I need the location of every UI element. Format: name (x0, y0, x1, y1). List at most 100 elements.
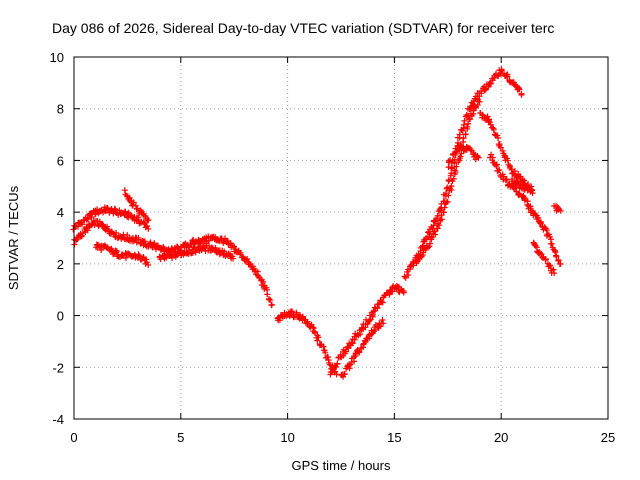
data-point (535, 214, 542, 221)
data-point (255, 273, 262, 280)
data-point (457, 153, 464, 160)
data-point (132, 202, 139, 209)
data-point (505, 161, 512, 168)
data-point (542, 256, 549, 263)
data-point (109, 251, 116, 258)
data-point (557, 261, 564, 268)
data-point (446, 176, 453, 183)
data-point (260, 278, 267, 285)
data-point (326, 361, 333, 368)
series-track10 (401, 66, 525, 281)
data-point (487, 121, 494, 128)
data-point (380, 320, 387, 327)
data-point (379, 316, 386, 323)
data-point (333, 371, 340, 378)
data-point (553, 253, 560, 260)
data-point (508, 166, 515, 173)
y-tick-label: 0 (57, 309, 64, 324)
data-point (490, 126, 497, 133)
data-point (78, 232, 85, 239)
data-point (230, 255, 237, 262)
series-track9 (338, 316, 387, 380)
data-point (356, 349, 363, 356)
y-axis-label: SDTVAR / TECUs (6, 185, 21, 290)
grid (73, 56, 609, 420)
data-point (459, 127, 466, 134)
data-point (264, 291, 271, 298)
data-point (462, 131, 469, 138)
data-point (515, 190, 522, 197)
series-track17 (530, 239, 558, 277)
data-point (528, 186, 535, 193)
data-point (496, 141, 503, 148)
data-point (357, 331, 364, 338)
y-tick-label: 6 (57, 153, 64, 168)
data-point (371, 304, 378, 311)
data-point (104, 223, 111, 230)
x-axis-label: GPS time / hours (292, 458, 391, 473)
data-point (378, 298, 385, 305)
tick-labels: 0 5 10 15 20 25 -4 -2 0 2 4 6 8 10 (50, 50, 616, 445)
data-point (497, 144, 504, 151)
data-point (74, 236, 81, 243)
data-point (84, 227, 91, 234)
data-point (463, 112, 470, 119)
data-point (557, 207, 564, 214)
data-point (315, 334, 322, 341)
data-point (547, 262, 554, 269)
y-tick-label: 4 (57, 205, 64, 220)
data-point (504, 157, 511, 164)
chart-title: Day 086 of 2026, Sidereal Day-to-day VTE… (52, 20, 554, 36)
data-point (426, 240, 433, 247)
data-point (478, 90, 485, 97)
x-tick-label: 10 (280, 430, 294, 445)
series-track6 (156, 242, 237, 263)
data-point (465, 120, 472, 127)
data-point (70, 226, 77, 233)
data-point (476, 98, 483, 105)
data-point (113, 249, 120, 256)
data-point (467, 115, 474, 122)
data-point (268, 301, 275, 308)
data-point (267, 297, 274, 304)
data-point (98, 247, 105, 254)
data-point (130, 199, 137, 206)
data-point (461, 117, 468, 124)
data-point (369, 311, 376, 318)
data-point (135, 236, 142, 243)
data-point (341, 371, 348, 378)
data-point (141, 238, 148, 245)
data-point (424, 244, 431, 251)
series-track1 (70, 204, 152, 233)
data-point (500, 173, 507, 180)
data-point (474, 153, 481, 160)
data-point (503, 176, 510, 183)
x-tick-label: 25 (601, 430, 615, 445)
data-point (113, 229, 120, 236)
series-track16 (530, 208, 564, 268)
data-point (488, 80, 495, 87)
data-point (516, 86, 523, 93)
series-track3 (93, 241, 152, 269)
data-point (400, 288, 407, 295)
plot-frame (73, 56, 609, 420)
data-point (445, 192, 452, 199)
data-point (163, 254, 170, 261)
data-point (460, 135, 467, 142)
data-point (436, 222, 443, 229)
data-point (453, 163, 460, 170)
data-point (444, 198, 451, 205)
data-point (440, 209, 447, 216)
data-point (498, 66, 505, 73)
data-point (348, 339, 355, 346)
data-point (448, 183, 455, 190)
data-point (142, 213, 149, 220)
data-point (456, 131, 463, 138)
data-point (454, 139, 461, 146)
x-tick-label: 5 (177, 430, 184, 445)
data-point (379, 299, 386, 306)
data-point (450, 175, 457, 182)
data-point (151, 240, 158, 247)
data-point (475, 154, 482, 161)
y-tick-label: 10 (50, 50, 64, 65)
